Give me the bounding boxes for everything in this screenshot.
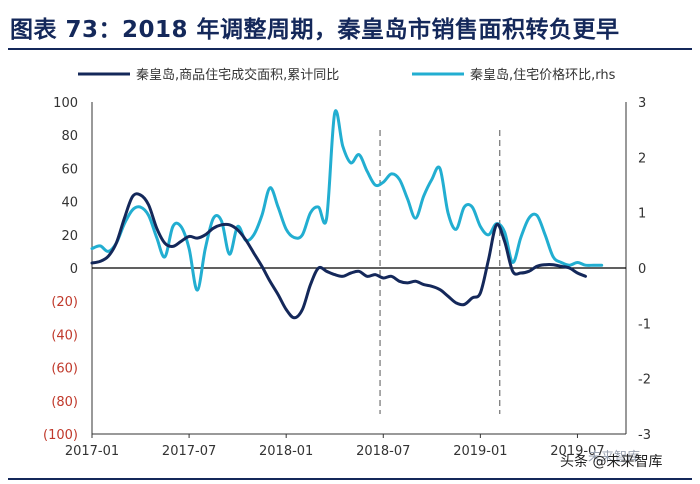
right-tick-label: 3 xyxy=(638,96,646,111)
series-line-2 xyxy=(90,109,604,292)
series-group xyxy=(90,109,604,320)
x-tick-label: 2019-01 xyxy=(453,444,507,459)
legend: 秦皇岛,商品住宅成交面积,累计同比 秦皇岛,住宅价格环比,rhs xyxy=(78,67,616,83)
title-rule xyxy=(8,48,692,50)
right-tick-label: 0 xyxy=(638,262,646,277)
x-tick-label: 2019-07 xyxy=(550,444,604,459)
left-tick-label: 0 xyxy=(70,262,78,277)
right-tick-label: -1 xyxy=(638,317,651,332)
left-tick-label: 20 xyxy=(61,229,78,244)
legend-label-series-2: 秦皇岛,住宅价格环比,rhs xyxy=(470,67,616,83)
x-tick-label: 2018-01 xyxy=(259,444,313,459)
right-tick-label: 1 xyxy=(638,207,646,222)
left-tick-label: 100 xyxy=(53,96,78,111)
chart-title: 图表 73：2018 年调整周期，秦皇岛市销售面积转负更早 xyxy=(10,17,620,43)
left-tick-label: (80) xyxy=(51,395,78,410)
watermark-back: 未来智库 xyxy=(588,450,641,465)
left-ticks: 100 80 60 40 20 0 (20) (40) (60) (80) (100) xyxy=(43,96,78,443)
right-tick-label: -3 xyxy=(638,428,651,443)
chart: 秦皇岛,商品住宅成交面积,累计同比 秦皇岛,住宅价格环比,rhs 2017-01… xyxy=(43,67,651,459)
legend-label-series-1: 秦皇岛,商品住宅成交面积,累计同比 xyxy=(136,67,339,83)
bottom-rule xyxy=(8,478,692,480)
left-tick-label: 60 xyxy=(61,162,78,177)
title-bar: 图表 73：2018 年调整周期，秦皇岛市销售面积转负更早 xyxy=(0,0,700,52)
left-tick-label: 40 xyxy=(61,196,78,211)
x-tick-label: 2017-07 xyxy=(162,444,216,459)
left-tick-label: (20) xyxy=(51,295,78,310)
series-line-1 xyxy=(90,192,587,320)
right-tick-label: -2 xyxy=(638,373,651,388)
watermark-front: 头条 @未来智库 xyxy=(560,454,663,470)
left-tick-label: 80 xyxy=(61,129,78,144)
axes xyxy=(91,102,627,435)
vertical-markers xyxy=(379,130,501,414)
right-ticks: 3 2 1 0 -1 -2 -3 xyxy=(638,96,651,443)
left-tick-label: (40) xyxy=(51,328,78,343)
x-tick-label: 2018-07 xyxy=(356,444,410,459)
left-tick-label: (100) xyxy=(43,428,78,443)
left-tick-label: (60) xyxy=(51,362,78,377)
right-tick-label: 2 xyxy=(638,151,646,166)
x-tick-label: 2017-01 xyxy=(65,444,119,459)
x-ticks: 2017-01 2017-07 2018-01 2018-07 2019-01 2019-… xyxy=(65,434,605,459)
